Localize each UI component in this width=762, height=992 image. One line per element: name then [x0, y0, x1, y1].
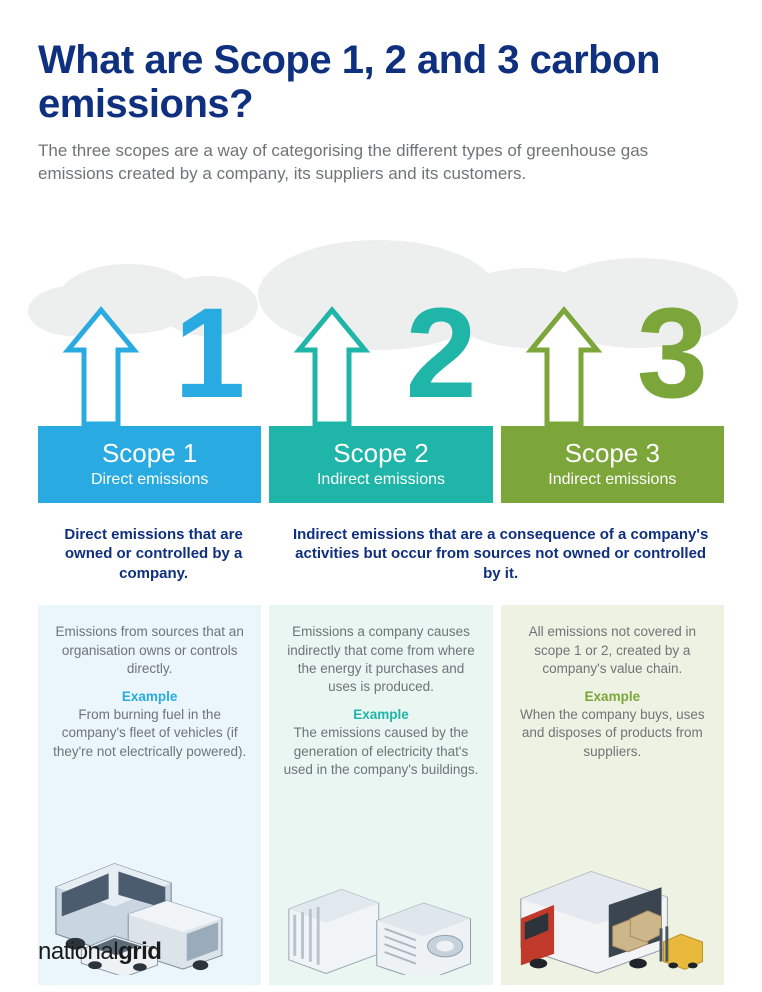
scope-3-arrow-number: 3: [501, 300, 724, 430]
scope-1-arrow-number: 1: [38, 300, 261, 430]
scope-3-example-text: When the company buys, uses and disposes…: [515, 706, 710, 761]
indirect-definition: Indirect emissions that are a consequenc…: [277, 511, 724, 598]
scope-2-desc: Emissions a company causes indirectly th…: [283, 623, 478, 696]
footer-brand-a: national: [38, 938, 118, 965]
scope-3-body: All emissions not covered in scope 1 or …: [501, 605, 724, 985]
scope-1-example-text: From burning fuel in the company's fleet…: [52, 706, 247, 761]
scope-2-column: 2 Scope 2 Indirect emissions: [269, 300, 492, 503]
scope-2-arrow-number: 2: [269, 300, 492, 430]
scope-2-number: 2: [405, 290, 470, 418]
scope-2-illustration: [283, 779, 478, 975]
columns: 1 Scope 1 Direct emissions 2 Scope 2 Ind…: [38, 300, 724, 503]
scope-1-sub: Direct emissions: [44, 471, 255, 489]
scope-3-sub: Indirect emissions: [507, 471, 718, 489]
scope-2-sub: Indirect emissions: [275, 471, 486, 489]
footer-brand: nationalgrid: [38, 938, 161, 966]
scope-2-body: Emissions a company causes indirectly th…: [269, 605, 492, 985]
scope-1-arrow-icon: [62, 306, 140, 426]
scope-1-desc: Emissions from sources that an organisat…: [52, 623, 247, 678]
body-row: Emissions from sources that an organisat…: [38, 605, 724, 985]
definitions-row: Direct emissions that are owned or contr…: [38, 511, 724, 598]
scope-1-body: Emissions from sources that an organisat…: [38, 605, 261, 985]
scope-1-header: Scope 1 Direct emissions: [38, 426, 261, 503]
footer-brand-b: grid: [118, 938, 161, 965]
scope-2-example-label: Example: [283, 706, 478, 724]
scope-2-arrow-icon: [293, 306, 371, 426]
scope-3-header: Scope 3 Indirect emissions: [501, 426, 724, 503]
scope-2-example-text: The emissions caused by the generation o…: [283, 724, 478, 779]
scope-3-illustration: [515, 761, 710, 975]
scope-1-title: Scope 1: [44, 438, 255, 469]
scope-2-header: Scope 2 Indirect emissions: [269, 426, 492, 503]
scope-2-title: Scope 2: [275, 438, 486, 469]
scope-3-number: 3: [637, 290, 702, 418]
page-title: What are Scope 1, 2 and 3 carbon emissio…: [38, 38, 724, 126]
scope-1-number: 1: [174, 290, 239, 418]
scope-1-example-label: Example: [52, 688, 247, 706]
direct-definition: Direct emissions that are owned or contr…: [38, 511, 269, 598]
page-subtitle: The three scopes are a way of categorisi…: [38, 140, 698, 186]
scope-3-title: Scope 3: [507, 438, 718, 469]
scope-3-column: 3 Scope 3 Indirect emissions: [501, 300, 724, 503]
scope-3-desc: All emissions not covered in scope 1 or …: [515, 623, 710, 678]
scope-3-example-label: Example: [515, 688, 710, 706]
scope-3-arrow-icon: [525, 306, 603, 426]
scope-1-column: 1 Scope 1 Direct emissions: [38, 300, 261, 503]
